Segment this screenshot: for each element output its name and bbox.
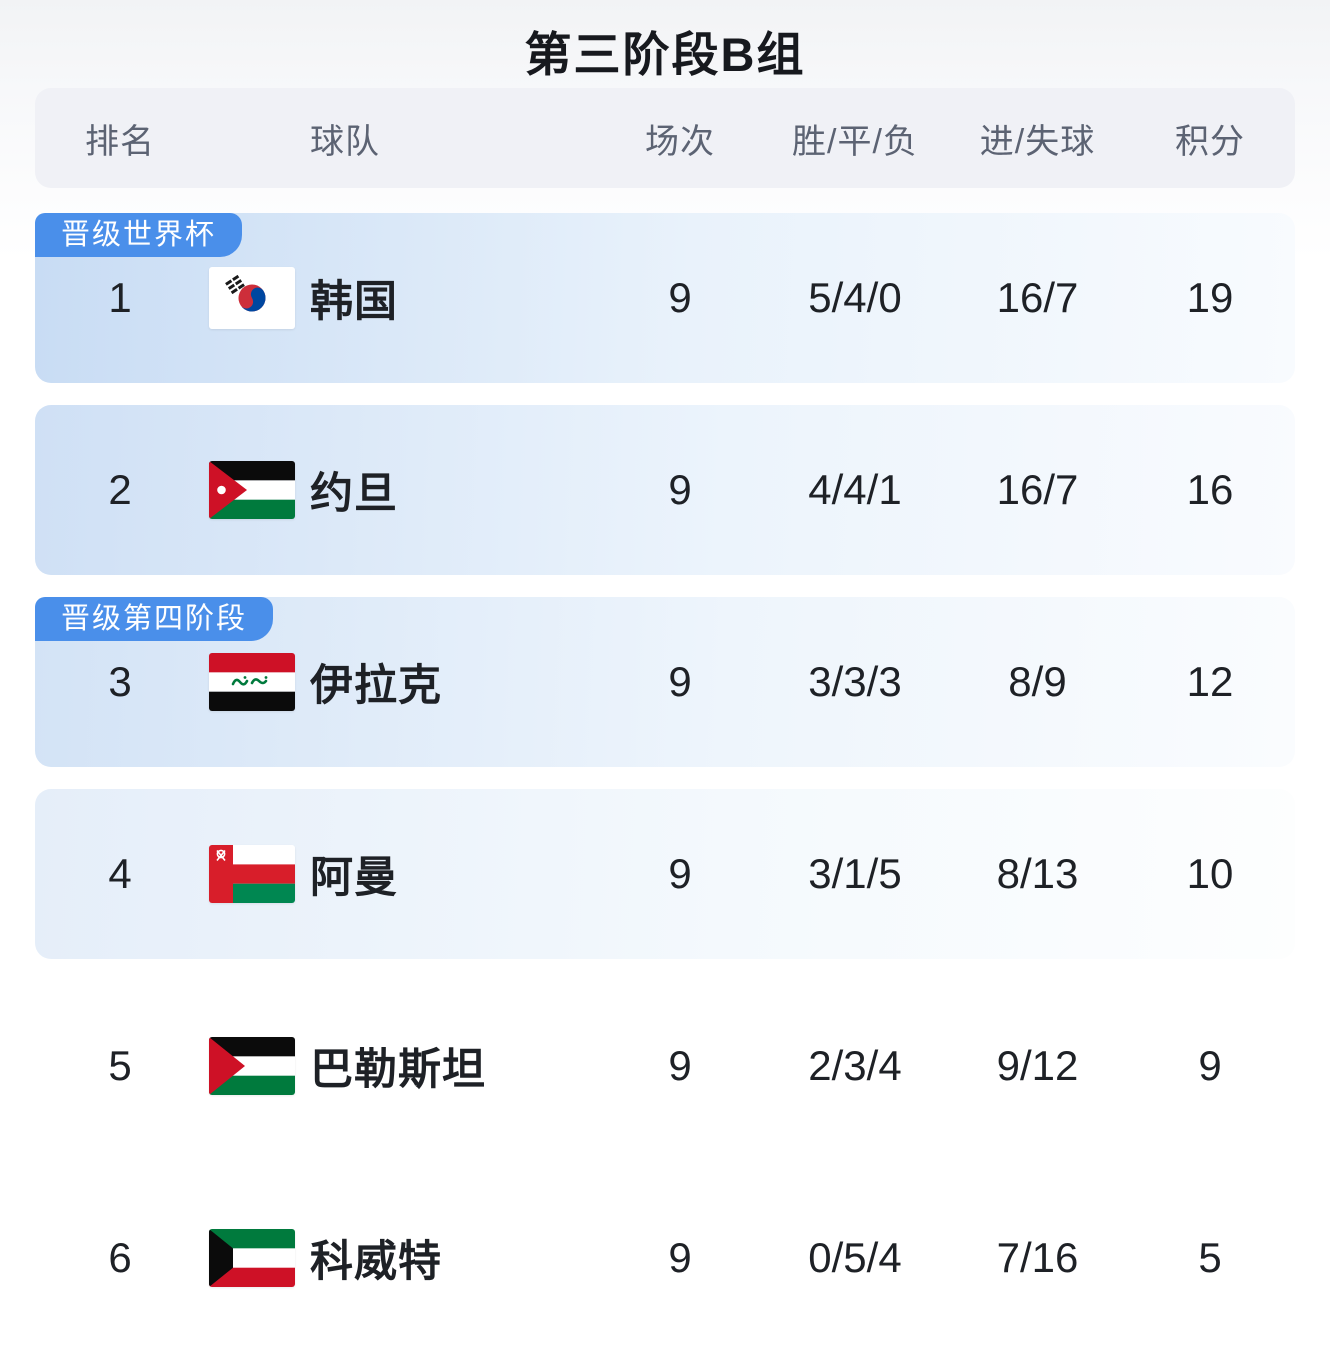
team-points: 9 <box>1198 1042 1222 1089</box>
team-rank: 3 <box>108 658 132 705</box>
standings-table: 排名 球队 场次 胜/平/负 进/失球 积分 晋级世界杯 1 韩国 9 5/4/… <box>35 88 1295 1343</box>
table-row: 4 阿曼 9 3/1/5 8/13 10 <box>35 789 1295 959</box>
header-team: 球队 <box>310 122 380 161</box>
team-matches: 9 <box>668 658 692 705</box>
table-row: 晋级世界杯 1 韩国 9 5/4/0 16/7 19 <box>35 213 1295 383</box>
team-wdl: 3/1/5 <box>808 850 902 897</box>
table-header-row: 排名 球队 场次 胜/平/负 进/失球 积分 <box>35 88 1295 188</box>
team-matches: 9 <box>668 466 692 513</box>
team-name: 伊拉克 <box>310 662 442 710</box>
header-matches: 场次 <box>645 122 715 161</box>
flag-south-korea-icon <box>209 267 295 329</box>
team-name: 巴勒斯坦 <box>310 1046 486 1094</box>
team-wdl: 2/3/4 <box>808 1042 902 1089</box>
team-matches: 9 <box>668 1042 692 1089</box>
team-points: 16 <box>1186 466 1234 513</box>
team-points: 12 <box>1186 658 1234 705</box>
team-wdl: 4/4/1 <box>808 466 902 513</box>
table-row: 5 巴勒斯坦 9 2/3/4 9/12 9 <box>35 981 1295 1151</box>
team-rank: 4 <box>108 850 132 897</box>
team-matches: 9 <box>668 850 692 897</box>
team-name: 阿曼 <box>310 854 398 902</box>
team-rank: 1 <box>108 274 132 321</box>
header-goals: 进/失球 <box>979 122 1096 161</box>
team-points: 19 <box>1186 274 1234 321</box>
team-goals: 9/12 <box>996 1042 1079 1089</box>
team-rank: 6 <box>108 1234 132 1281</box>
flag-palestine-icon <box>209 1037 295 1095</box>
team-matches: 9 <box>668 274 692 321</box>
flag-iraq-icon <box>209 653 295 711</box>
header-points: 积分 <box>1175 122 1245 161</box>
team-points: 5 <box>1198 1234 1222 1281</box>
flag-jordan-icon <box>209 461 295 519</box>
team-matches: 9 <box>668 1234 692 1281</box>
team-goals: 16/7 <box>996 274 1079 321</box>
team-wdl: 3/3/3 <box>808 658 902 705</box>
table-row: 2 约旦 9 4/4/1 16/7 16 <box>35 405 1295 575</box>
flag-kuwait-icon <box>209 1229 295 1287</box>
team-name: 科威特 <box>310 1238 442 1286</box>
team-rank: 5 <box>108 1042 132 1089</box>
team-name: 韩国 <box>310 278 398 326</box>
promotion-badge: 晋级第四阶段 <box>35 597 274 641</box>
team-points: 10 <box>1186 850 1234 897</box>
team-goals: 7/16 <box>996 1234 1079 1281</box>
team-wdl: 5/4/0 <box>808 274 902 321</box>
team-name: 约旦 <box>310 470 398 518</box>
header-wdl: 胜/平/负 <box>792 122 918 161</box>
standings-rows: 晋级世界杯 1 韩国 9 5/4/0 16/7 19 2 <box>35 213 1295 1343</box>
flag-oman-icon <box>209 845 295 903</box>
team-wdl: 0/5/4 <box>808 1234 902 1281</box>
header-rank: 排名 <box>85 122 155 161</box>
team-goals: 16/7 <box>996 466 1079 513</box>
table-row: 6 科威特 9 0/5/4 7/16 5 <box>35 1173 1295 1343</box>
page-title: 第三阶段B组 <box>524 28 806 81</box>
table-row: 晋级第四阶段 3 伊拉克 9 3/3/3 8/9 12 <box>35 597 1295 767</box>
team-goals: 8/9 <box>1008 658 1067 705</box>
team-rank: 2 <box>108 466 132 513</box>
promotion-badge: 晋级世界杯 <box>35 213 243 257</box>
team-goals: 8/13 <box>996 850 1079 897</box>
